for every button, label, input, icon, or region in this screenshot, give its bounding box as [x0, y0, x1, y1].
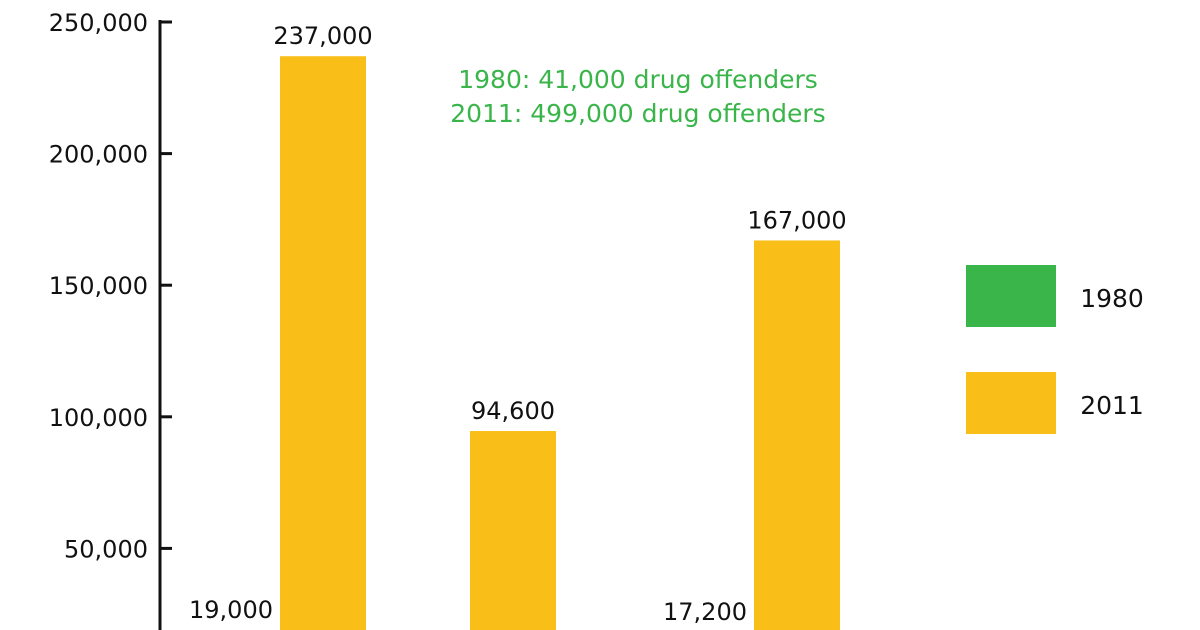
legend-label-1980: 1980 [1080, 284, 1144, 313]
y-tick-label: 100,000 [49, 404, 148, 432]
bar-2011-2 [754, 240, 840, 630]
data-label-1980-0: 19,000 [189, 596, 273, 624]
legend-label-2011: 2011 [1080, 391, 1144, 420]
legend-swatch-2011 [966, 372, 1056, 434]
bar-2011-0 [280, 56, 366, 630]
bars [280, 56, 840, 630]
data-label-2011-2: 167,000 [747, 206, 846, 234]
legend: 1980 2011 [966, 265, 1144, 434]
y-tick-label: 250,000 [49, 9, 148, 37]
legend-swatch-1980 [966, 265, 1056, 327]
y-tick-label: 150,000 [49, 272, 148, 300]
annotations: 1980: 41,000 drug offenders 2011: 499,000… [450, 65, 825, 128]
y-tick-label: 200,000 [49, 141, 148, 169]
data-labels: 19,000 17,200 237,000 94,600 167,000 [189, 22, 847, 626]
data-label-2011-1: 94,600 [471, 397, 555, 425]
y-tick-label: 50,000 [64, 535, 148, 563]
bar-2011-1 [470, 431, 556, 630]
annotation-text: 1980: 41,000 drug offenders [458, 65, 818, 94]
data-label-1980-2: 17,200 [663, 598, 747, 626]
y-axis: 50,000 100,000 150,000 200,000 250,000 [49, 9, 172, 630]
annotation-text: 2011: 499,000 drug offenders [450, 99, 825, 128]
data-label-2011-0: 237,000 [273, 22, 372, 50]
